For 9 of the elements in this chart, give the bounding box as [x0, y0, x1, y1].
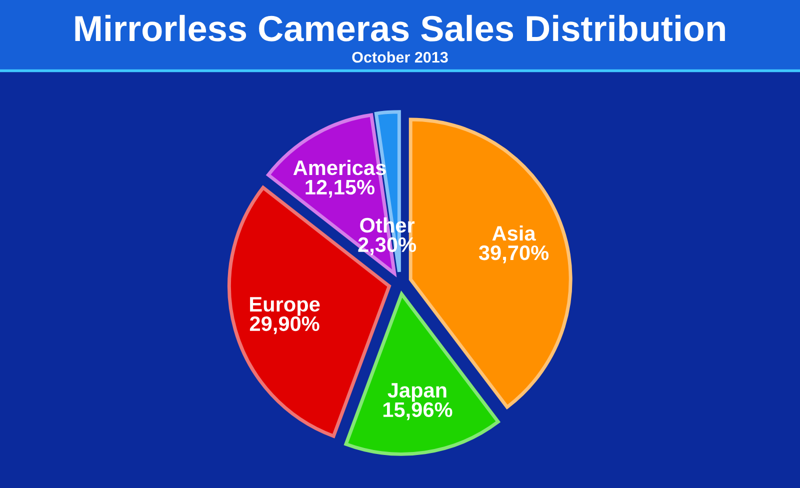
slice-label: Japan — [388, 383, 446, 402]
chart-subtitle: October 2013 — [352, 51, 448, 63]
data-label: 29,90% — [250, 316, 320, 334]
slice-label: Europe — [250, 297, 320, 316]
data-label: 15,96% — [383, 402, 452, 420]
chart-title: Mirrorless Cameras Sales Distribution — [75, 14, 725, 42]
data-label: 12,15% — [306, 180, 375, 198]
data-label: 39,70% — [478, 245, 549, 264]
slice-label: Asia — [492, 225, 536, 241]
